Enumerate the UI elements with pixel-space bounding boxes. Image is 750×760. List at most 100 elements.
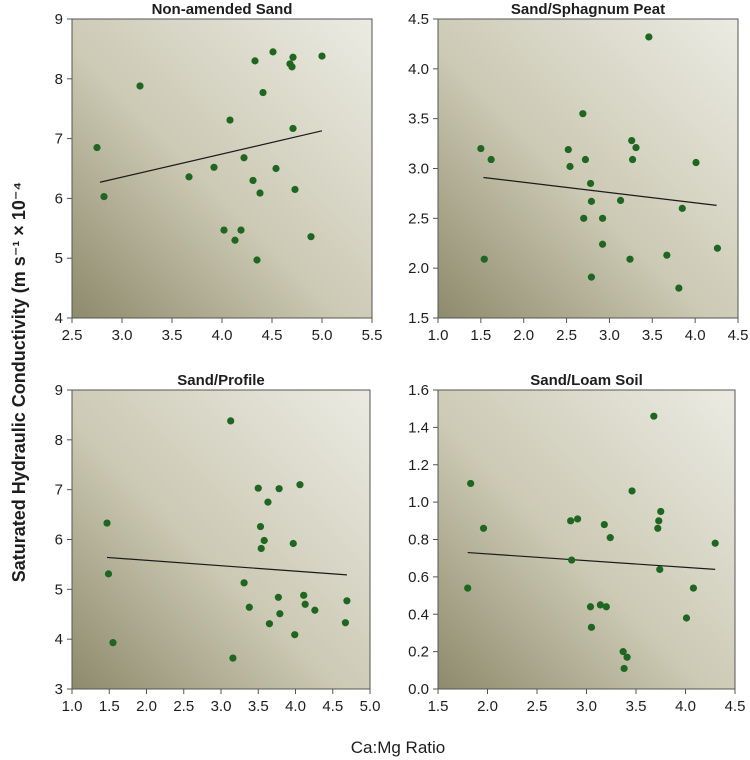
data-point — [477, 144, 485, 153]
data-point — [656, 565, 664, 574]
data-point — [341, 619, 350, 627]
y-tick-label: 4 — [55, 310, 63, 327]
x-tick-label: 1.0 — [428, 327, 449, 344]
data-point — [256, 522, 265, 531]
y-tick-label: 0.6 — [408, 569, 429, 586]
data-point — [109, 639, 117, 647]
y-tick-label: 0.2 — [408, 644, 429, 661]
y-tick-label: 4 — [55, 631, 63, 648]
y-tick-label: 1.5 — [408, 310, 429, 327]
x-tick-label: 3.0 — [112, 327, 133, 344]
data-point — [713, 244, 722, 252]
x-tick-label: 2.5 — [527, 698, 548, 715]
data-point — [645, 33, 653, 41]
data-point — [678, 204, 686, 212]
data-point — [598, 214, 607, 222]
y-tick-label: 3 — [55, 681, 63, 698]
data-point — [623, 653, 631, 661]
data-point — [663, 251, 671, 259]
data-point — [291, 631, 299, 639]
y-tick-label: 9 — [55, 11, 63, 28]
data-point — [210, 163, 218, 171]
data-point — [487, 155, 495, 164]
data-point — [240, 154, 248, 162]
x-tick-label: 3.0 — [599, 327, 620, 344]
y-tick-label: 0.8 — [408, 532, 429, 549]
data-point — [265, 620, 274, 628]
y-tick-label: 3.0 — [408, 161, 429, 178]
data-point — [654, 524, 662, 532]
data-point — [616, 196, 625, 204]
data-point — [480, 255, 488, 263]
data-point — [343, 597, 351, 605]
y-tick-label: 2.0 — [408, 260, 429, 277]
data-point — [628, 136, 636, 145]
x-tick-label: 1.0 — [62, 698, 83, 715]
data-point — [231, 236, 239, 244]
y-tick-label: 5 — [55, 581, 63, 598]
x-tick-label: 2.5 — [173, 698, 194, 715]
data-point — [136, 82, 144, 90]
data-point — [689, 584, 698, 592]
x-tick-label: 1.5 — [470, 327, 491, 344]
x-tick-label: 5.0 — [360, 698, 381, 715]
data-point — [103, 519, 111, 527]
data-point — [587, 197, 596, 205]
data-point — [257, 544, 265, 553]
y-tick-label: 0.0 — [408, 681, 429, 698]
data-point — [237, 226, 245, 234]
x-tick-label: 3.5 — [248, 698, 269, 715]
trend-line — [99, 130, 323, 183]
data-point — [226, 116, 234, 124]
data-point — [573, 515, 582, 523]
data-point — [227, 417, 235, 425]
data-point — [254, 484, 262, 492]
data-point — [274, 593, 282, 601]
x-tick-label: 4.5 — [725, 698, 746, 715]
panel-sand-profile: Sand/Profile 1.0 1.5 2.0 2.5 3.0 3.5 4.0 4.5 5.0 3… — [55, 372, 381, 715]
x-tick-label: 4.5 — [322, 698, 343, 715]
data-point — [289, 124, 297, 133]
data-point — [579, 110, 587, 118]
x-tick-label: 1.5 — [428, 698, 449, 715]
data-point — [567, 517, 575, 525]
x-tick-label: 5.5 — [362, 327, 383, 344]
data-point — [93, 143, 101, 152]
y-tick-label: 8 — [55, 71, 63, 88]
data-point — [245, 603, 253, 611]
data-point — [581, 155, 590, 164]
data-point — [600, 520, 608, 529]
data-point — [275, 485, 283, 493]
data-point — [711, 539, 719, 547]
data-point — [289, 53, 297, 61]
data-point — [606, 534, 614, 542]
x-tick-label: 4.0 — [212, 327, 233, 344]
x-tick-label: 2.5 — [556, 327, 577, 344]
data-point — [318, 52, 326, 60]
plot-area — [71, 389, 371, 690]
data-point — [296, 481, 304, 489]
data-point — [682, 614, 691, 622]
panel-title: Sand/Sphagnum Peat — [511, 1, 665, 18]
x-axis-title: Ca:Mg Ratio — [351, 738, 445, 757]
x-tick-label: 4.5 — [262, 327, 283, 344]
y-tick-label: 7 — [55, 482, 63, 499]
data-point — [598, 240, 607, 248]
x-tick-label: 5.0 — [312, 327, 333, 344]
panel-title: Sand/Profile — [177, 372, 265, 389]
y-tick-label: 1.4 — [408, 419, 429, 436]
data-point — [291, 185, 299, 194]
data-point — [259, 88, 267, 97]
data-point — [185, 173, 193, 181]
x-tick-label: 3.5 — [642, 327, 663, 344]
data-point — [564, 145, 572, 154]
data-point — [602, 603, 610, 611]
x-tick-label: 3.5 — [162, 327, 183, 344]
y-tick-label: 5 — [55, 250, 63, 267]
data-point — [288, 63, 296, 71]
x-tick-label: 3.5 — [626, 698, 647, 715]
data-point — [587, 273, 596, 281]
y-tick-label: 6 — [55, 532, 63, 549]
y-tick-label: 7 — [55, 131, 63, 148]
